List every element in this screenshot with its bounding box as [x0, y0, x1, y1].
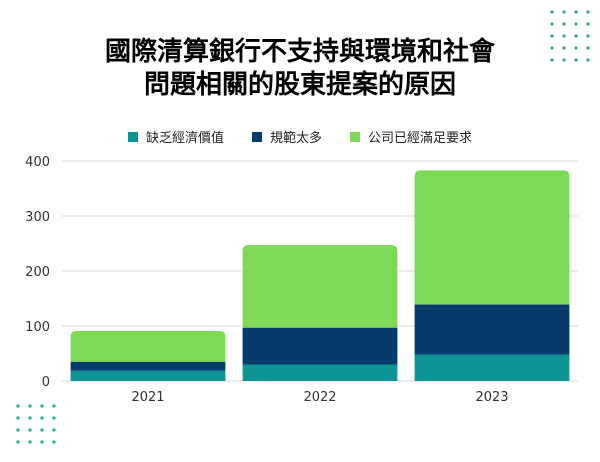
bar-segment-2023-series-0 — [414, 354, 570, 381]
legend-swatch-economic-value — [127, 131, 138, 142]
decorative-dot — [562, 22, 566, 26]
decorative-dot-grid-top-right — [550, 10, 590, 62]
decorative-dot — [562, 10, 566, 14]
y-tick-label-400: 400 — [25, 155, 50, 170]
decorative-dot — [28, 404, 32, 408]
legend-label-already-meets: 公司已經滿足要求 — [368, 131, 473, 146]
decorative-dot — [574, 22, 578, 26]
y-tick-label-300: 300 — [25, 210, 50, 225]
decorative-dot — [586, 58, 590, 62]
decorative-dot — [52, 416, 56, 420]
decorative-dot — [586, 10, 590, 14]
chart-legend: 缺乏經濟價值 規範太多 公司已經滿足要求 — [0, 127, 600, 146]
x-tick-label-2023: 2023 — [475, 390, 508, 405]
bar-segment-2022-series-0 — [242, 364, 398, 381]
decorative-dot — [574, 46, 578, 50]
legend-item-already-meets: 公司已經滿足要求 — [350, 127, 472, 146]
y-tick-label-0: 0 — [42, 375, 50, 390]
y-tick-label-100: 100 — [25, 320, 50, 335]
decorative-dot — [550, 10, 554, 14]
decorative-dot — [562, 58, 566, 62]
x-tick-label-2021: 2021 — [131, 390, 164, 405]
legend-swatch-too-prescriptive — [251, 131, 262, 142]
stacked-bar-chart: 0 100 200 300 400 2021 2022 2023 — [25, 155, 578, 405]
decorative-dot — [550, 34, 554, 38]
decorative-dot — [550, 46, 554, 50]
bar-segment-2022-series-1 — [242, 327, 398, 365]
decorative-dot — [40, 428, 44, 432]
decorative-dot — [52, 404, 56, 408]
decorative-dot — [40, 440, 44, 444]
chart-title-line-2: 問題相關的股東提案的原因 — [143, 70, 456, 100]
decorative-dot — [16, 404, 20, 408]
decorative-dot — [16, 416, 20, 420]
decorative-dot — [16, 428, 20, 432]
bar-segment-2021-series-1 — [70, 361, 226, 371]
legend-swatch-already-meets — [350, 131, 360, 142]
decorative-dot — [16, 440, 20, 444]
legend-label-economic-value: 缺乏經濟價值 — [145, 131, 224, 146]
decorative-dot — [28, 440, 32, 444]
decorative-dot — [586, 34, 590, 38]
legend-item-too-prescriptive: 規範太多 — [251, 127, 322, 146]
decorative-dot-grid-bottom-left — [16, 404, 56, 444]
decorative-dot — [40, 404, 44, 408]
bar-segment-2022-series-2 — [242, 245, 398, 328]
bar-segment-2021-series-2 — [70, 330, 226, 362]
x-tick-label-2022: 2022 — [303, 390, 336, 405]
decorative-dot — [40, 416, 44, 420]
decorative-dot — [586, 46, 590, 50]
decorative-dot — [550, 58, 554, 62]
decorative-dot — [574, 10, 578, 14]
decorative-dot — [52, 428, 56, 432]
bar-segment-2023-series-2 — [414, 170, 570, 305]
legend-item-economic-value: 缺乏經濟價值 — [127, 127, 224, 146]
decorative-dot — [574, 34, 578, 38]
decorative-dot — [28, 416, 32, 420]
legend-label-too-prescriptive: 規範太多 — [269, 131, 322, 146]
decorative-dot — [52, 440, 56, 444]
bar-segment-2023-series-1 — [414, 304, 570, 355]
decorative-dot — [28, 428, 32, 432]
decorative-dot — [574, 58, 578, 62]
chart-title: 國際清算銀行不支持與環境和社會 問題相關的股東提案的原因 — [0, 36, 600, 102]
decorative-dot — [562, 34, 566, 38]
bar-segment-2021-series-0 — [70, 370, 226, 381]
y-tick-label-200: 200 — [25, 265, 50, 280]
decorative-dot — [586, 22, 590, 26]
chart-title-line-1: 國際清算銀行不支持與環境和社會 — [104, 37, 495, 67]
decorative-dot — [562, 46, 566, 50]
decorative-dot — [550, 22, 554, 26]
